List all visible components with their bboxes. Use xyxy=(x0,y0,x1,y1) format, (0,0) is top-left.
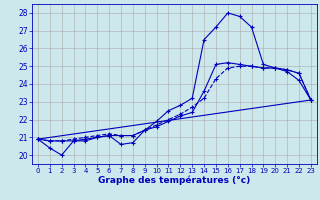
X-axis label: Graphe des températures (°c): Graphe des températures (°c) xyxy=(98,176,251,185)
